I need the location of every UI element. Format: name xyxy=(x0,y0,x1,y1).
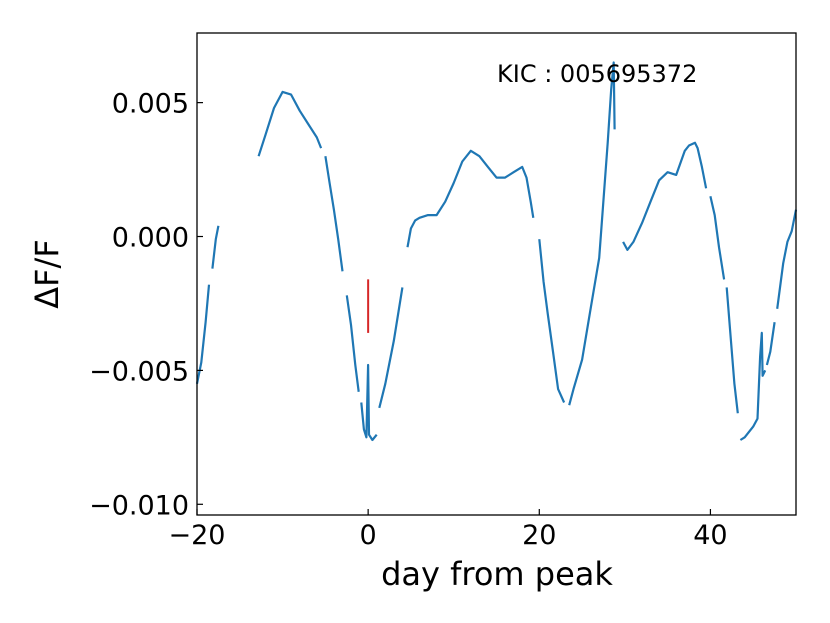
x-axis-label: day from peak xyxy=(381,555,613,593)
y-tick-label: −0.005 xyxy=(89,356,189,387)
series-line-segment xyxy=(709,196,726,280)
series-line-segment xyxy=(725,287,739,414)
series-line-segment xyxy=(538,239,566,403)
x-tick-label: 40 xyxy=(693,520,727,551)
series-line-segment xyxy=(378,287,404,409)
y-tick-label: 0.000 xyxy=(112,223,189,254)
plot-frame xyxy=(196,32,797,516)
kic-annotation: KIC : 005695372 xyxy=(497,60,697,88)
series-line-segment xyxy=(360,363,378,442)
series-line-segment xyxy=(568,61,616,406)
series-line-segment xyxy=(406,149,535,248)
x-tick-label: 20 xyxy=(522,520,556,551)
series-line-segment xyxy=(765,322,776,366)
y-ticks: −0.010 −0.005 0.000 0.005 xyxy=(89,89,203,521)
series-line-segment xyxy=(622,141,708,251)
plot-background xyxy=(197,33,796,515)
y-tick-label: 0.005 xyxy=(112,89,189,120)
x-tick-label: 0 xyxy=(360,520,377,551)
series-line-segment xyxy=(739,331,767,441)
series-line-segment xyxy=(211,225,220,269)
series-group xyxy=(195,61,798,442)
series-line-segment xyxy=(257,90,323,157)
series-line-segment xyxy=(195,284,211,385)
y-axis-label: ΔF/F xyxy=(28,239,66,308)
x-tick-label: −20 xyxy=(169,520,226,551)
series-line-segment xyxy=(324,156,344,272)
y-tick-label: −0.010 xyxy=(89,490,189,521)
series-line-segment xyxy=(345,295,360,392)
series-line-segment xyxy=(776,209,798,309)
x-ticks: −20 0 20 40 xyxy=(169,509,728,551)
